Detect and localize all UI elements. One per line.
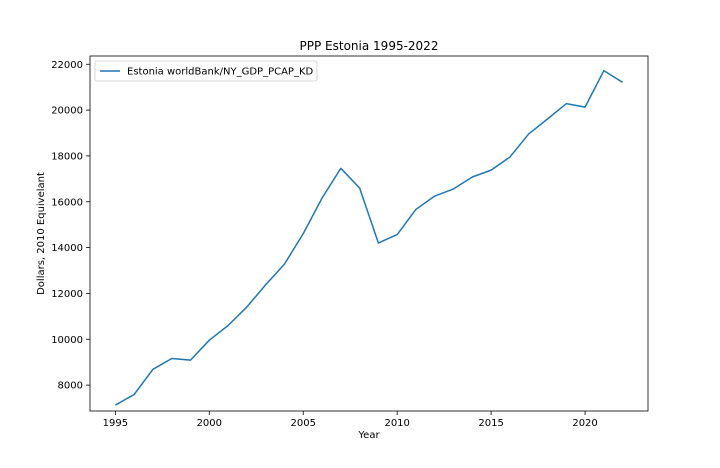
data-point (226, 324, 230, 328)
data-point (433, 194, 437, 198)
data-point (339, 166, 343, 170)
data-point (545, 117, 549, 121)
series-line (114, 69, 624, 406)
series-layer (113, 69, 625, 407)
data-point (583, 105, 587, 109)
data-point (113, 403, 117, 407)
y-tick-label: 14000 (51, 243, 83, 254)
x-tick-label: 1995 (103, 418, 128, 429)
plot-frame (89, 55, 649, 412)
data-point (189, 358, 193, 362)
legend: Estonia worldBank/NY_GDP_PCAP_KD (94, 60, 318, 82)
data-point (470, 175, 474, 179)
data-point (489, 168, 493, 172)
x-tick-label: 2005 (291, 418, 316, 429)
y-tick-label: 12000 (51, 289, 83, 300)
data-point (264, 283, 268, 287)
x-tick-label: 2010 (384, 418, 409, 429)
y-tick-label: 22000 (51, 60, 83, 71)
y-axis: 8000 10000 12000 14000 16000 18000 20000 22000 (51, 60, 90, 392)
x-tick-label: 2000 (197, 418, 222, 429)
data-point (282, 262, 286, 266)
x-axis: 1995 2000 2005 2010 2015 2020 (103, 411, 598, 429)
data-point (170, 357, 174, 361)
data-point (508, 155, 512, 159)
y-tick-label: 18000 (51, 151, 83, 162)
y-tick-label: 8000 (58, 381, 83, 392)
data-point (527, 132, 531, 136)
y-tick-label: 16000 (51, 197, 83, 208)
data-point (358, 186, 362, 190)
data-point (376, 241, 380, 245)
chart-title: PPP Estonia 1995-2022 (300, 39, 439, 53)
y-axis-label: Dollars, 2010 Equivelant (36, 172, 47, 295)
x-tick-label: 2015 (478, 418, 503, 429)
y-tick-label: 10000 (51, 335, 83, 346)
data-point (151, 367, 155, 371)
data-point (452, 187, 456, 191)
data-point (414, 207, 418, 211)
x-axis-label: Year (357, 430, 380, 441)
data-point (245, 305, 249, 309)
data-point (132, 392, 136, 396)
data-point (602, 69, 606, 73)
data-point (207, 338, 211, 342)
data-point (301, 232, 305, 236)
data-point (621, 80, 625, 84)
legend-entry: Estonia worldBank/NY_GDP_PCAP_KD (127, 67, 314, 78)
legend-box (94, 60, 318, 82)
data-point (395, 233, 399, 237)
x-tick-label: 2020 (572, 418, 597, 429)
y-tick-label: 20000 (51, 106, 83, 117)
data-point (564, 102, 568, 106)
data-point (320, 196, 324, 200)
